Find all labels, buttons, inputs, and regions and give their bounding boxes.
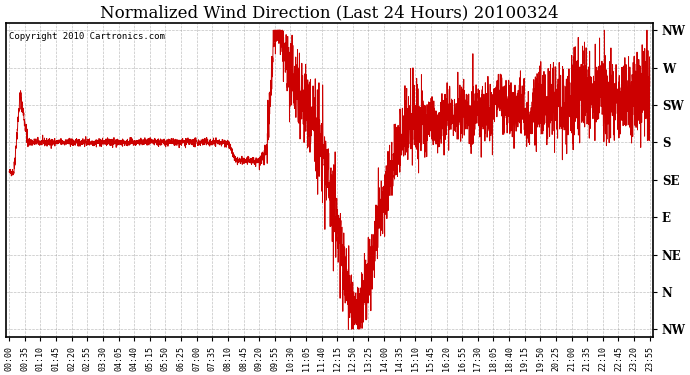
Title: Normalized Wind Direction (Last 24 Hours) 20100324: Normalized Wind Direction (Last 24 Hours… [100,4,559,21]
Text: Copyright 2010 Cartronics.com: Copyright 2010 Cartronics.com [10,32,165,41]
